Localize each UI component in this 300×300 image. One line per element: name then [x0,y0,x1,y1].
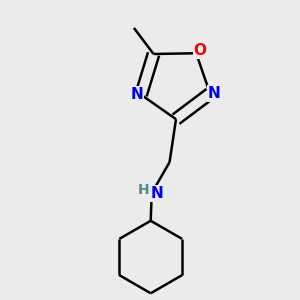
Text: H: H [138,183,149,197]
Text: O: O [193,43,206,58]
Text: N: N [208,86,221,101]
Text: N: N [151,186,163,201]
Text: N: N [130,87,143,102]
